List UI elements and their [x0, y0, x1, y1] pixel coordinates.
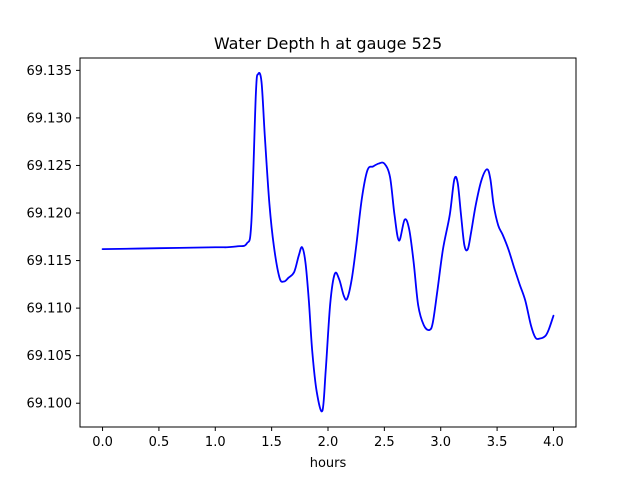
y-axis-ticks: 69.100 69.105 69.110 69.115 69.120 69.125 69.1…	[27, 64, 80, 412]
x-tick-label: 0.0	[92, 435, 113, 450]
x-tick-label: 1.5	[261, 435, 282, 450]
x-tick-label: 1.0	[205, 435, 226, 450]
y-tick-label: 69.130	[27, 111, 73, 126]
y-tick-label: 69.110	[27, 302, 73, 317]
x-tick-label: 3.5	[487, 435, 508, 450]
x-tick-label: 2.5	[374, 435, 395, 450]
y-tick-label: 69.135	[27, 64, 73, 79]
water-depth-line	[101, 72, 555, 413]
y-tick-label: 69.125	[27, 159, 73, 174]
y-tick-label: 69.100	[27, 397, 73, 412]
x-tick-label: 3.0	[430, 435, 451, 450]
x-tick-label: 2.0	[318, 435, 339, 450]
x-axis-label: hours	[310, 456, 347, 471]
x-tick-label: 0.5	[149, 435, 170, 450]
x-tick-label: 4.0	[543, 435, 564, 450]
plot-area-frame	[79, 57, 577, 428]
x-axis-ticks: 0.0 0.5 1.0 1.5 2.0 2.5 3.0 3.5 4.0	[92, 427, 564, 450]
y-tick-label: 69.105	[27, 349, 73, 364]
y-tick-label: 69.120	[27, 207, 73, 222]
y-tick-label: 69.115	[27, 254, 73, 269]
chart-title: Water Depth h at gauge 525	[214, 34, 442, 53]
